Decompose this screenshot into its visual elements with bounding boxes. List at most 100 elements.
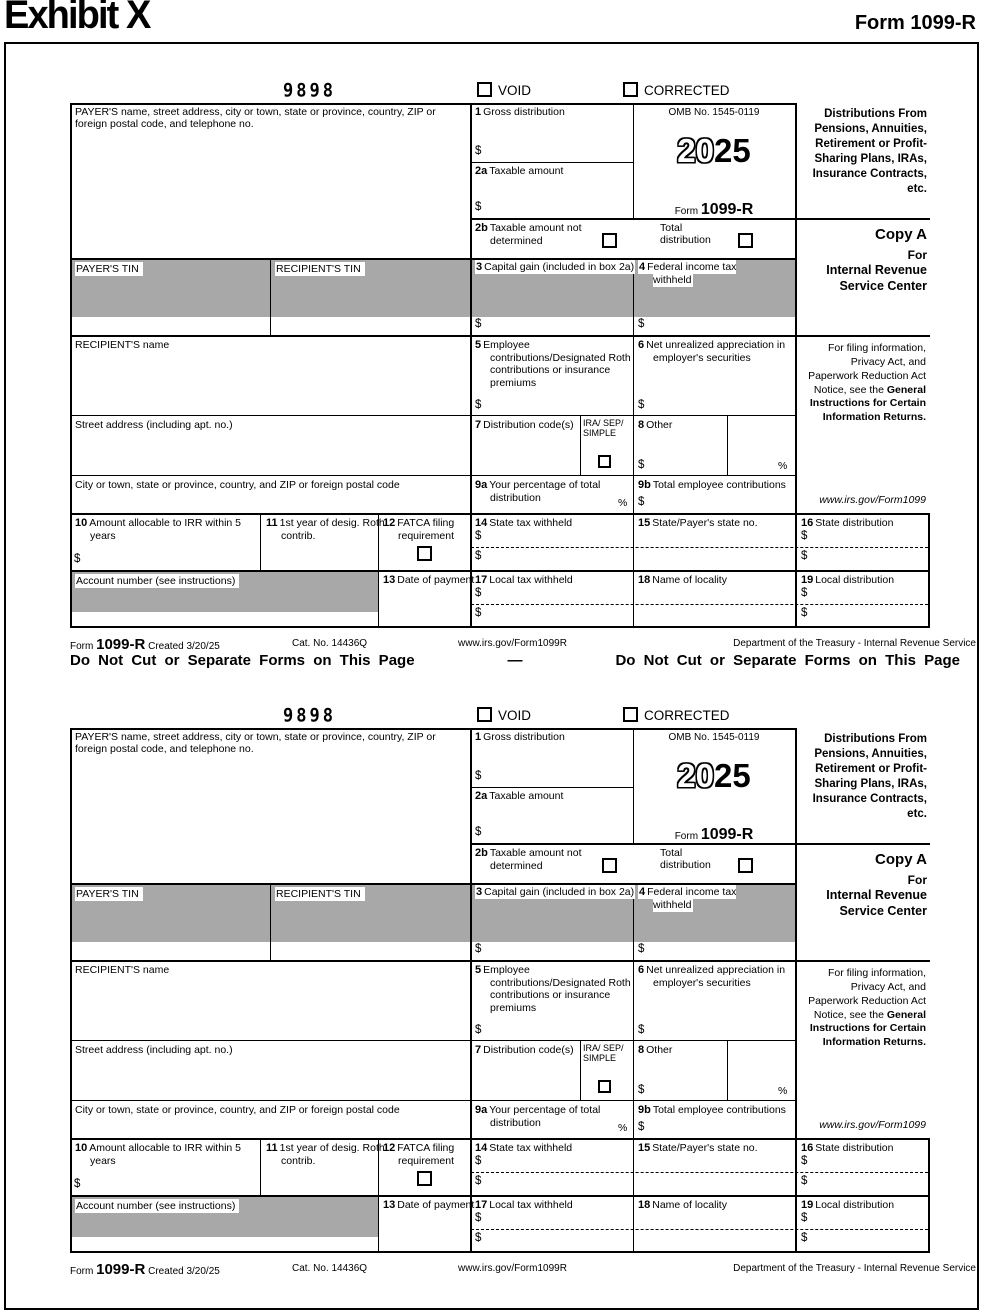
box-number: 9a (475, 479, 488, 491)
ira-sep-simple-checkbox[interactable] (598, 1080, 611, 1093)
corrected-checkbox[interactable] (623, 82, 638, 97)
box-number: 17 (475, 574, 488, 586)
box-number: 1 (475, 731, 482, 743)
dollar-sign: $ (475, 1155, 482, 1167)
divider-line (633, 258, 634, 628)
box-label: Employee contributions/Designated Roth c… (483, 339, 631, 389)
box-number: 5 (475, 964, 482, 976)
box-15-label: 15 State/Payer's state no. (638, 1142, 809, 1155)
dollar-sign: $ (475, 1212, 482, 1224)
copy-a-label: Copy A (875, 226, 927, 243)
footer-form-id: Form 1099-R Created 3/20/25 (70, 1261, 220, 1278)
street-address-label: Street address (including apt. no.) (75, 419, 233, 431)
divider-line (70, 960, 930, 962)
divider-line (70, 1040, 797, 1041)
divider-line (70, 728, 797, 730)
box-number: 19 (801, 1199, 814, 1211)
for-label: For (907, 872, 927, 887)
box-15-label: 15 State/Payer's state no. (638, 517, 809, 530)
box-11-label: 11 1st year of desig. Roth contrib. (266, 517, 389, 542)
form-code-9898: 9898 (283, 80, 336, 102)
box-label: Local distribution (815, 1199, 895, 1211)
do-not-cut-left: Do Not Cut or Separate Forms on This Pag… (70, 652, 415, 669)
box-11-label: 11 1st year of desig. Roth contrib. (266, 1142, 389, 1167)
irs-website-link[interactable]: www.irs.gov/Form1099 (819, 1119, 926, 1131)
box-label: Name of locality (652, 574, 727, 586)
box-number: 15 (638, 1142, 651, 1154)
box-number: 9b (638, 1104, 651, 1116)
city-label: City or town, state or province, country… (75, 1104, 400, 1116)
dollar-sign: $ (475, 1232, 482, 1244)
footer-website-link[interactable]: www.irs.gov/Form1099R (458, 638, 567, 649)
form-number-cell: Form 1099-R (633, 826, 795, 844)
fatca-checkbox[interactable] (417, 546, 432, 561)
taxable-not-determined-checkbox[interactable] (602, 858, 617, 873)
void-checkbox[interactable] (477, 82, 492, 97)
dollar-sign: $ (475, 530, 482, 542)
box-label: 1st year of desig. Roth contrib. (279, 1142, 385, 1167)
percent-sign: % (778, 1085, 788, 1097)
box-1-label: 1 Gross distribution (475, 731, 640, 744)
box-9b-label: 9b Total employee contributions (638, 479, 811, 492)
total-distribution-checkbox[interactable] (738, 233, 753, 248)
void-checkbox[interactable] (477, 707, 492, 722)
box-number: 6 (638, 339, 645, 351)
divider-line (633, 883, 634, 1253)
box-label: Local tax withheld (489, 1199, 573, 1211)
box-number: 3 (475, 260, 484, 274)
footer-website-link[interactable]: www.irs.gov/Form1099R (458, 1263, 567, 1274)
dollar-sign: $ (475, 943, 482, 955)
divider-line (70, 1100, 797, 1101)
form-word: Form (674, 206, 699, 217)
box-number: 8 (638, 1044, 645, 1056)
corrected-checkbox[interactable] (623, 707, 638, 722)
divider-line (928, 513, 930, 628)
do-not-cut-banner: Do Not Cut or Separate Forms on This Pag… (70, 652, 960, 669)
total-distribution-checkbox[interactable] (738, 858, 753, 873)
void-label: VOID (498, 708, 532, 723)
box-8-label: 8 Other (638, 1044, 733, 1057)
box-1-label: 1 Gross distribution (475, 106, 640, 119)
box-3-label: 3 Capital gain (included in box 2a) (475, 885, 645, 899)
payer-tin-label: PAYER'S TIN (75, 887, 143, 901)
dollar-sign: $ (801, 1212, 808, 1224)
divider-line (70, 258, 797, 260)
dollar-sign: $ (638, 1024, 645, 1036)
local-entry-dashed-line (471, 1229, 928, 1230)
distributions-from-text: Distributions From Pensions, Annuities, … (812, 108, 927, 195)
box-17-label: 17 Local tax withheld (475, 1199, 645, 1212)
box-label: Taxable amount (489, 790, 564, 802)
divider-line (727, 415, 728, 475)
box-number: 16 (801, 517, 814, 529)
box-13-label: 13 Date of payment (383, 1199, 478, 1212)
box-number: 12 (383, 517, 396, 529)
box-number: 7 (475, 419, 482, 431)
footer-form-id: Form 1099-R Created 3/20/25 (70, 636, 220, 653)
divider-line (470, 728, 472, 1253)
dollar-sign: $ (475, 318, 482, 330)
box-label: Other (646, 419, 673, 431)
page-border (4, 42, 979, 1310)
do-not-cut-dash: — (507, 652, 523, 669)
recipient-tin-label: RECIPIENT'S TIN (275, 262, 365, 276)
local-entry-dashed-line (471, 604, 928, 605)
box-number: 19 (801, 574, 814, 586)
box-number: 1 (475, 106, 482, 118)
dollar-sign: $ (638, 496, 645, 508)
form-copy-2: 9898 VOID CORRECTED PAYER'S (70, 705, 976, 1280)
divider-line (70, 475, 797, 476)
recipient-tin-label: RECIPIENT'S TIN (275, 887, 365, 901)
payer-info-label: PAYER'S name, street address, city or to… (75, 731, 436, 756)
footer-form-number: 1099-R (96, 1261, 146, 1278)
box-6-label: 6 Net unrealized appreciation in employer… (638, 964, 803, 989)
notice-text: For filing information, Privacy Act, and… (808, 342, 926, 396)
irs-website-link[interactable]: www.irs.gov/Form1099 (819, 494, 926, 506)
ira-sep-simple-checkbox[interactable] (598, 455, 611, 468)
fatca-checkbox[interactable] (417, 1171, 432, 1186)
box-number: 13 (383, 1199, 396, 1211)
dollar-sign: $ (475, 550, 482, 562)
box-number: 11 (266, 1142, 278, 1154)
taxable-not-determined-checkbox[interactable] (602, 233, 617, 248)
divider-line (70, 728, 72, 1253)
box-label: Total employee contributions (652, 1104, 786, 1116)
